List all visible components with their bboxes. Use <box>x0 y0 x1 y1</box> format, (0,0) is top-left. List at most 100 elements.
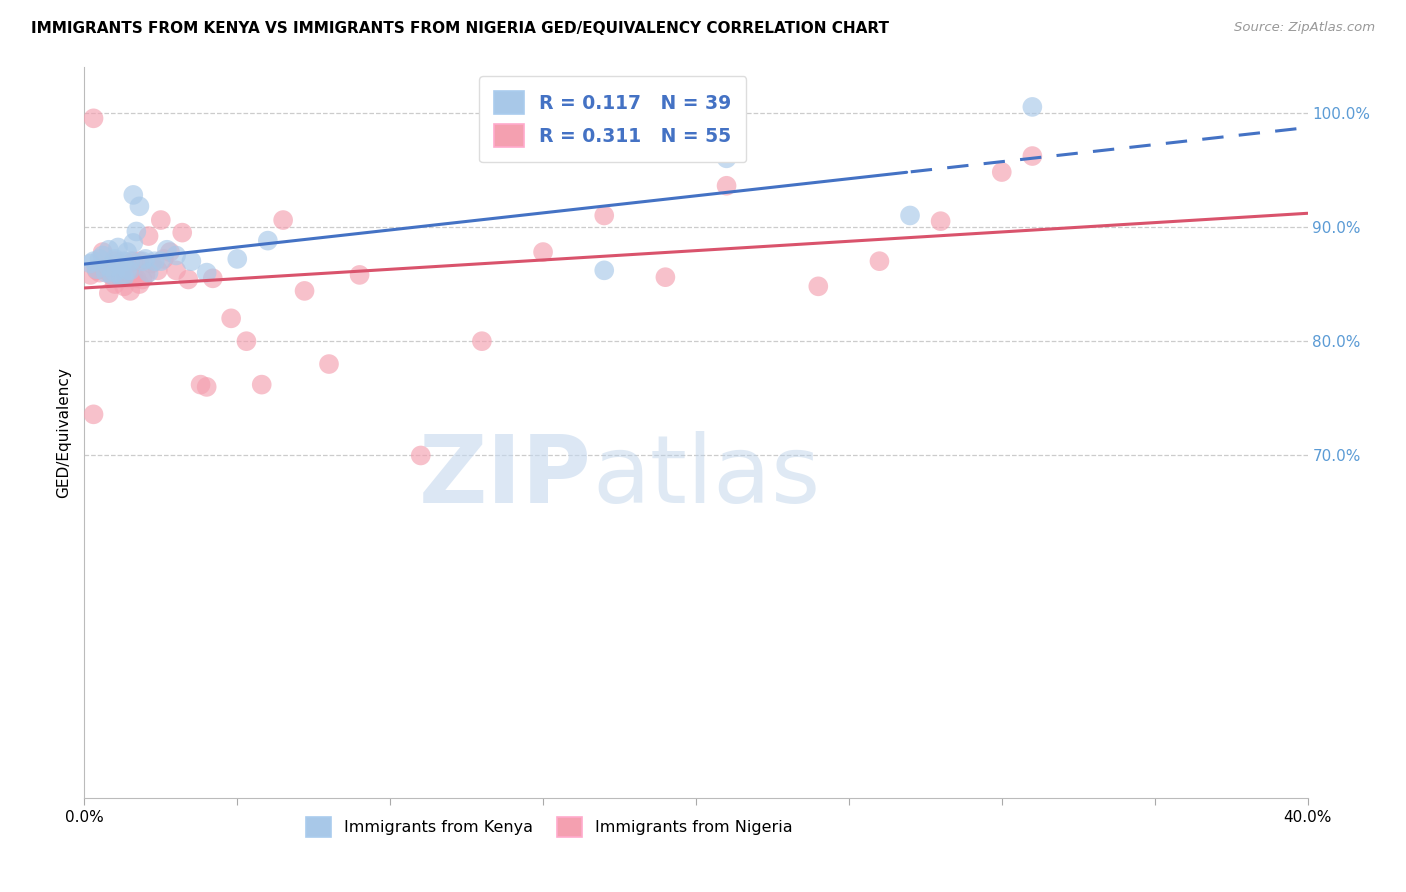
Point <box>112 254 135 268</box>
Point <box>101 268 124 282</box>
Point <box>149 213 172 227</box>
Point <box>131 272 153 286</box>
Point <box>97 260 120 274</box>
Point <box>177 272 200 286</box>
Point <box>250 377 273 392</box>
Point <box>807 279 830 293</box>
Point <box>107 240 129 254</box>
Point <box>153 252 176 266</box>
Point <box>593 263 616 277</box>
Point <box>91 245 114 260</box>
Point <box>235 334 257 349</box>
Point <box>898 209 921 223</box>
Point <box>115 263 138 277</box>
Point <box>159 245 181 260</box>
Point <box>86 262 108 277</box>
Point <box>165 263 187 277</box>
Y-axis label: GED/Equivalency: GED/Equivalency <box>56 368 72 498</box>
Point <box>107 256 129 270</box>
Point <box>120 254 142 268</box>
Point <box>593 209 616 223</box>
Point <box>83 112 105 126</box>
Point <box>110 271 132 285</box>
Point <box>107 263 129 277</box>
Point <box>531 245 554 260</box>
Point <box>294 284 316 298</box>
Point <box>149 254 172 268</box>
Point <box>128 254 150 268</box>
Point <box>1021 149 1043 163</box>
Point <box>257 234 280 248</box>
Text: IMMIGRANTS FROM KENYA VS IMMIGRANTS FROM NIGERIA GED/EQUIVALENCY CORRELATION CHA: IMMIGRANTS FROM KENYA VS IMMIGRANTS FROM… <box>31 21 889 37</box>
Point <box>94 266 117 280</box>
Point <box>122 254 145 268</box>
Point <box>115 245 138 260</box>
Point <box>219 311 242 326</box>
Point <box>991 165 1014 179</box>
Point <box>101 268 124 283</box>
Point <box>122 268 145 283</box>
Point <box>180 254 202 268</box>
Point <box>141 256 163 270</box>
Point <box>122 188 145 202</box>
Point <box>125 224 148 238</box>
Point <box>128 277 150 291</box>
Point <box>104 254 127 268</box>
Point <box>1021 100 1043 114</box>
Point <box>869 254 891 268</box>
Point <box>135 252 157 266</box>
Point <box>409 449 432 463</box>
Point <box>110 270 132 285</box>
Point <box>138 229 160 244</box>
Point <box>929 214 952 228</box>
Text: ZIP: ZIP <box>419 431 592 523</box>
Text: atlas: atlas <box>592 431 820 523</box>
Point <box>226 252 249 266</box>
Point <box>83 408 105 422</box>
Legend: Immigrants from Kenya, Immigrants from Nigeria: Immigrants from Kenya, Immigrants from N… <box>299 811 799 843</box>
Point <box>112 270 135 285</box>
Point <box>122 235 145 250</box>
Point <box>190 377 212 392</box>
Point <box>143 254 166 268</box>
Point <box>271 213 294 227</box>
Point <box>104 252 127 266</box>
Point <box>104 277 127 291</box>
Point <box>471 334 494 349</box>
Point <box>97 286 120 301</box>
Point <box>83 254 105 268</box>
Point <box>201 271 224 285</box>
Point <box>716 178 738 193</box>
Point <box>120 256 142 270</box>
Point <box>125 271 148 285</box>
Point <box>112 279 135 293</box>
Point <box>97 243 120 257</box>
Point <box>79 256 101 270</box>
Point <box>146 263 169 277</box>
Point <box>104 266 127 280</box>
Point <box>318 357 340 371</box>
Point <box>131 254 153 268</box>
Point <box>120 284 142 298</box>
Point <box>89 252 111 266</box>
Text: Source: ZipAtlas.com: Source: ZipAtlas.com <box>1234 21 1375 35</box>
Point <box>89 266 111 280</box>
Point <box>135 268 157 282</box>
Point <box>195 266 218 280</box>
Point <box>79 268 101 282</box>
Point <box>716 152 738 166</box>
Point <box>120 263 142 277</box>
Point <box>349 268 371 282</box>
Point <box>172 226 194 240</box>
Point <box>112 263 135 277</box>
Point <box>115 271 138 285</box>
Point <box>195 380 218 394</box>
Point <box>654 270 676 285</box>
Point <box>94 263 117 277</box>
Point <box>86 263 108 277</box>
Point <box>156 243 179 257</box>
Point <box>138 266 160 280</box>
Point <box>165 248 187 262</box>
Point <box>91 248 114 262</box>
Point <box>128 199 150 213</box>
